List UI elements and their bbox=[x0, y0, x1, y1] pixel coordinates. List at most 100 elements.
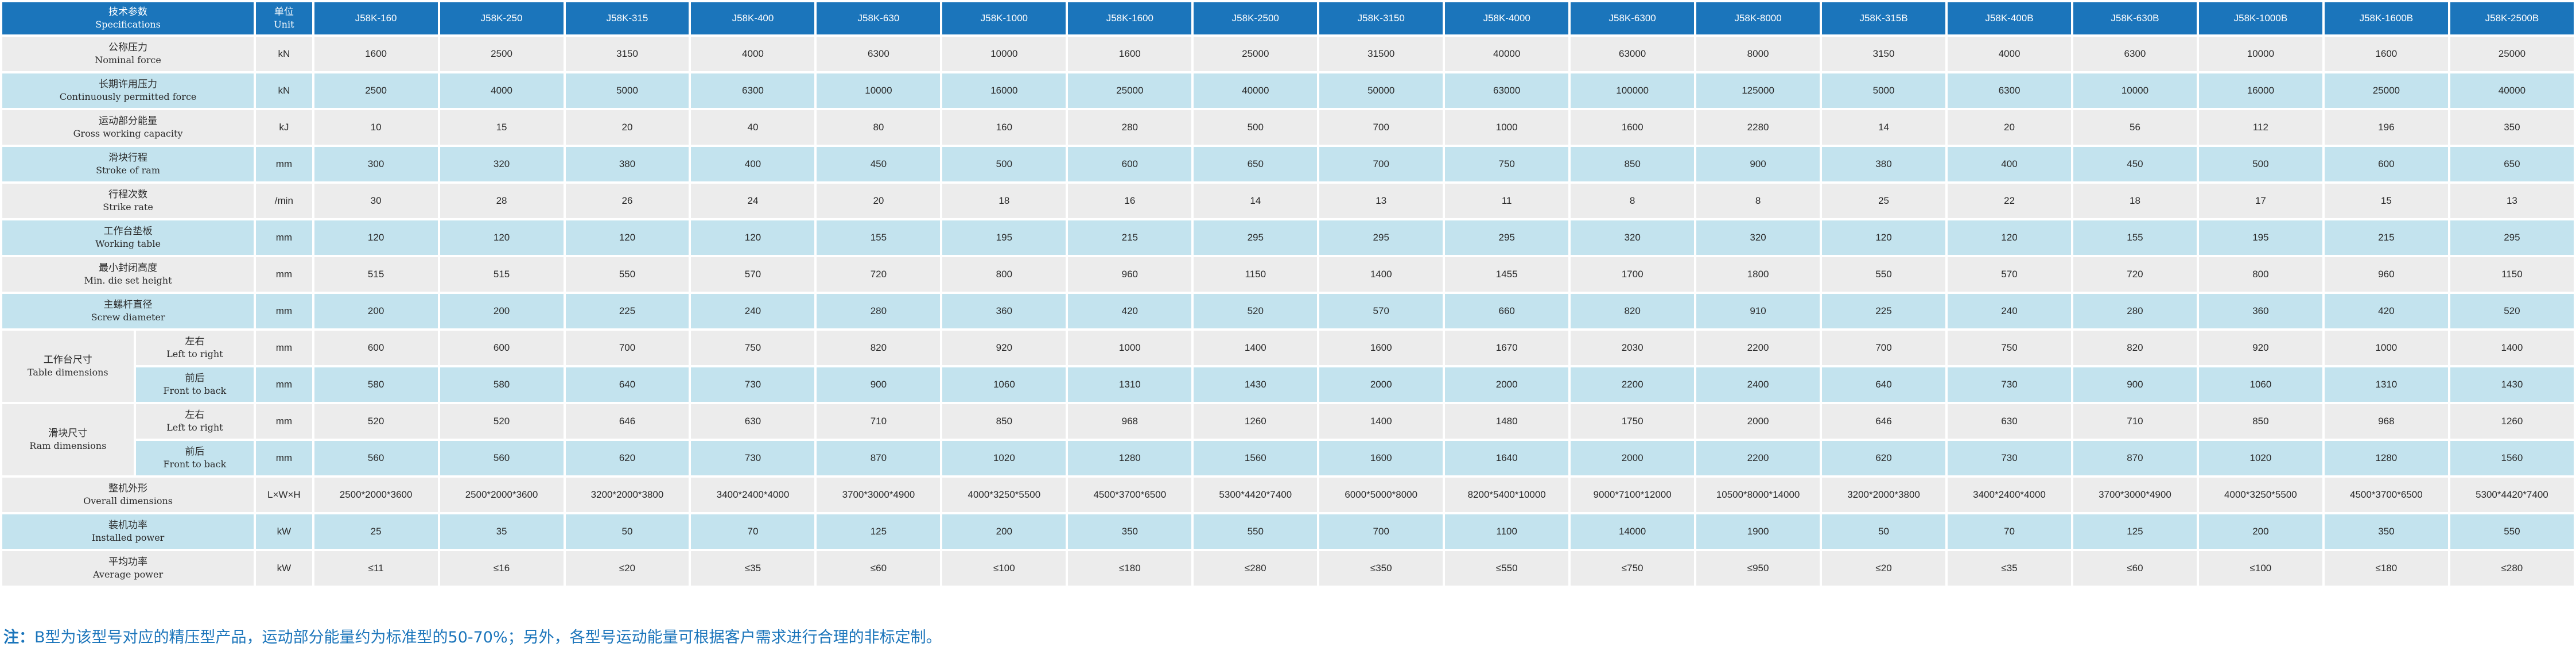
value-cell: 960 bbox=[2324, 257, 2448, 292]
value-cell: 3200*2000*3800 bbox=[565, 478, 689, 512]
value-cell: 225 bbox=[565, 294, 689, 328]
value-cell: 10000 bbox=[817, 73, 941, 108]
row-label: 装机功率 Installed power bbox=[2, 514, 254, 549]
value-cell: 155 bbox=[817, 220, 941, 255]
value-cell: 1640 bbox=[1445, 441, 1569, 475]
unit-cell: kJ bbox=[256, 110, 312, 145]
value-cell: 3400*2400*4000 bbox=[1948, 478, 2071, 512]
value-cell: 1400 bbox=[1194, 331, 1318, 365]
unit-cell: mm bbox=[256, 294, 312, 328]
value-cell: 196 bbox=[2324, 110, 2448, 145]
label-en: Ram dimensions bbox=[29, 440, 107, 451]
value-cell: 350 bbox=[2324, 514, 2448, 549]
value-cell: 2000 bbox=[1696, 404, 1820, 439]
value-cell: 155 bbox=[2073, 220, 2197, 255]
value-cell: 870 bbox=[2073, 441, 2197, 475]
value-cell: 968 bbox=[2324, 404, 2448, 439]
value-cell: 920 bbox=[942, 331, 1066, 365]
model-header: J58K-3150 bbox=[1319, 2, 1443, 34]
table-row: 前后 Front to back mm 580 580 640 730 900 1060 1310… bbox=[2, 367, 2574, 402]
value-cell: 9000*7100*12000 bbox=[1571, 478, 1695, 512]
value-cell: 870 bbox=[817, 441, 941, 475]
value-cell: 20 bbox=[565, 110, 689, 145]
value-cell: 35 bbox=[440, 514, 564, 549]
model-header: J58K-400 bbox=[691, 2, 815, 34]
value-cell: 570 bbox=[1319, 294, 1443, 328]
label-en: Strike rate bbox=[103, 202, 153, 212]
value-cell: 30 bbox=[314, 184, 438, 218]
value-cell: 820 bbox=[1571, 294, 1695, 328]
value-cell: ≤180 bbox=[1068, 551, 1192, 586]
value-cell: 280 bbox=[1068, 110, 1192, 145]
value-cell: 640 bbox=[565, 367, 689, 402]
value-cell: 1150 bbox=[2450, 257, 2574, 292]
table-row: 装机功率 Installed power kW 25 35 50 70 125 200 350 55… bbox=[2, 514, 2574, 549]
value-cell: 646 bbox=[565, 404, 689, 439]
value-cell: 6300 bbox=[2073, 37, 2197, 71]
value-cell: 320 bbox=[440, 147, 564, 181]
model-header: J58K-315B bbox=[1822, 2, 1946, 34]
value-cell: 620 bbox=[565, 441, 689, 475]
value-cell: 18 bbox=[2073, 184, 2197, 218]
value-cell: 240 bbox=[691, 294, 815, 328]
value-cell: 24 bbox=[691, 184, 815, 218]
group-label: 工作台尺寸 Table dimensions bbox=[2, 331, 134, 402]
value-cell: 295 bbox=[1445, 220, 1569, 255]
value-cell: 200 bbox=[2198, 514, 2322, 549]
value-cell: 1700 bbox=[1571, 257, 1695, 292]
value-cell: 730 bbox=[1948, 441, 2071, 475]
value-cell: 2200 bbox=[1571, 367, 1695, 402]
value-cell: 600 bbox=[314, 331, 438, 365]
value-cell: 80 bbox=[817, 110, 941, 145]
value-cell: 646 bbox=[1822, 404, 1946, 439]
value-cell: 2200 bbox=[1696, 331, 1820, 365]
model-header: J58K-630 bbox=[817, 2, 941, 34]
label-en: Stroke of ram bbox=[96, 165, 161, 176]
label-en: Installed power bbox=[91, 532, 165, 543]
model-header: J58K-4000 bbox=[1445, 2, 1569, 34]
value-cell: 200 bbox=[942, 514, 1066, 549]
value-cell: 700 bbox=[1319, 514, 1443, 549]
value-cell: 700 bbox=[1319, 110, 1443, 145]
value-cell: 25000 bbox=[1068, 73, 1192, 108]
value-cell: 630 bbox=[1948, 404, 2071, 439]
value-cell: 125 bbox=[817, 514, 941, 549]
label-en: Working table bbox=[95, 238, 161, 249]
value-cell: 1000 bbox=[2324, 331, 2448, 365]
value-cell: 120 bbox=[691, 220, 815, 255]
value-cell: 40 bbox=[691, 110, 815, 145]
value-cell: 11 bbox=[1445, 184, 1569, 218]
value-cell: 63000 bbox=[1445, 73, 1569, 108]
table-row: 平均功率 Average power kW ≤11 ≤16 ≤20 ≤35 ≤60 ≤100 ≤1… bbox=[2, 551, 2574, 586]
label-zh: 前后 bbox=[185, 446, 205, 458]
value-cell: 10500*8000*14000 bbox=[1696, 478, 1820, 512]
value-cell: 320 bbox=[1696, 220, 1820, 255]
table-row: 长期许用压力 Continuously permitted force kN 2500… bbox=[2, 73, 2574, 108]
value-cell: 6000*5000*8000 bbox=[1319, 478, 1443, 512]
value-cell: ≤550 bbox=[1445, 551, 1569, 586]
value-cell: 500 bbox=[1194, 110, 1318, 145]
value-cell: 2000 bbox=[1445, 367, 1569, 402]
value-cell: 900 bbox=[2073, 367, 2197, 402]
value-cell: 700 bbox=[1319, 147, 1443, 181]
value-cell: 4000*3250*5500 bbox=[2198, 478, 2322, 512]
value-cell: 20 bbox=[1948, 110, 2071, 145]
table-row: 行程次数 Strike rate/min 30 28 26 24 20 18 16 14 13 11 8… bbox=[2, 184, 2574, 218]
sub-label: 前后 Front to back bbox=[135, 441, 254, 475]
value-cell: 1600 bbox=[1319, 441, 1443, 475]
model-header: J58K-1600B bbox=[2324, 2, 2448, 34]
footnote-prefix: 注： bbox=[3, 629, 34, 646]
model-header: J58K-1000 bbox=[942, 2, 1066, 34]
value-cell: 900 bbox=[817, 367, 941, 402]
table-row: 工作台垫板 Working table mm 120 120 120 120 155 195 21… bbox=[2, 220, 2574, 255]
value-cell: 620 bbox=[1822, 441, 1946, 475]
unit-cell: mm bbox=[256, 441, 312, 475]
value-cell: 1600 bbox=[314, 37, 438, 71]
value-cell: ≤280 bbox=[2450, 551, 2574, 586]
label-en: Continuously permitted force bbox=[59, 91, 197, 102]
value-cell: 1900 bbox=[1696, 514, 1820, 549]
label-en: Nominal force bbox=[95, 55, 161, 65]
value-cell: 1260 bbox=[2450, 404, 2574, 439]
row-label: 长期许用压力 Continuously permitted force bbox=[2, 73, 254, 108]
value-cell: 710 bbox=[817, 404, 941, 439]
